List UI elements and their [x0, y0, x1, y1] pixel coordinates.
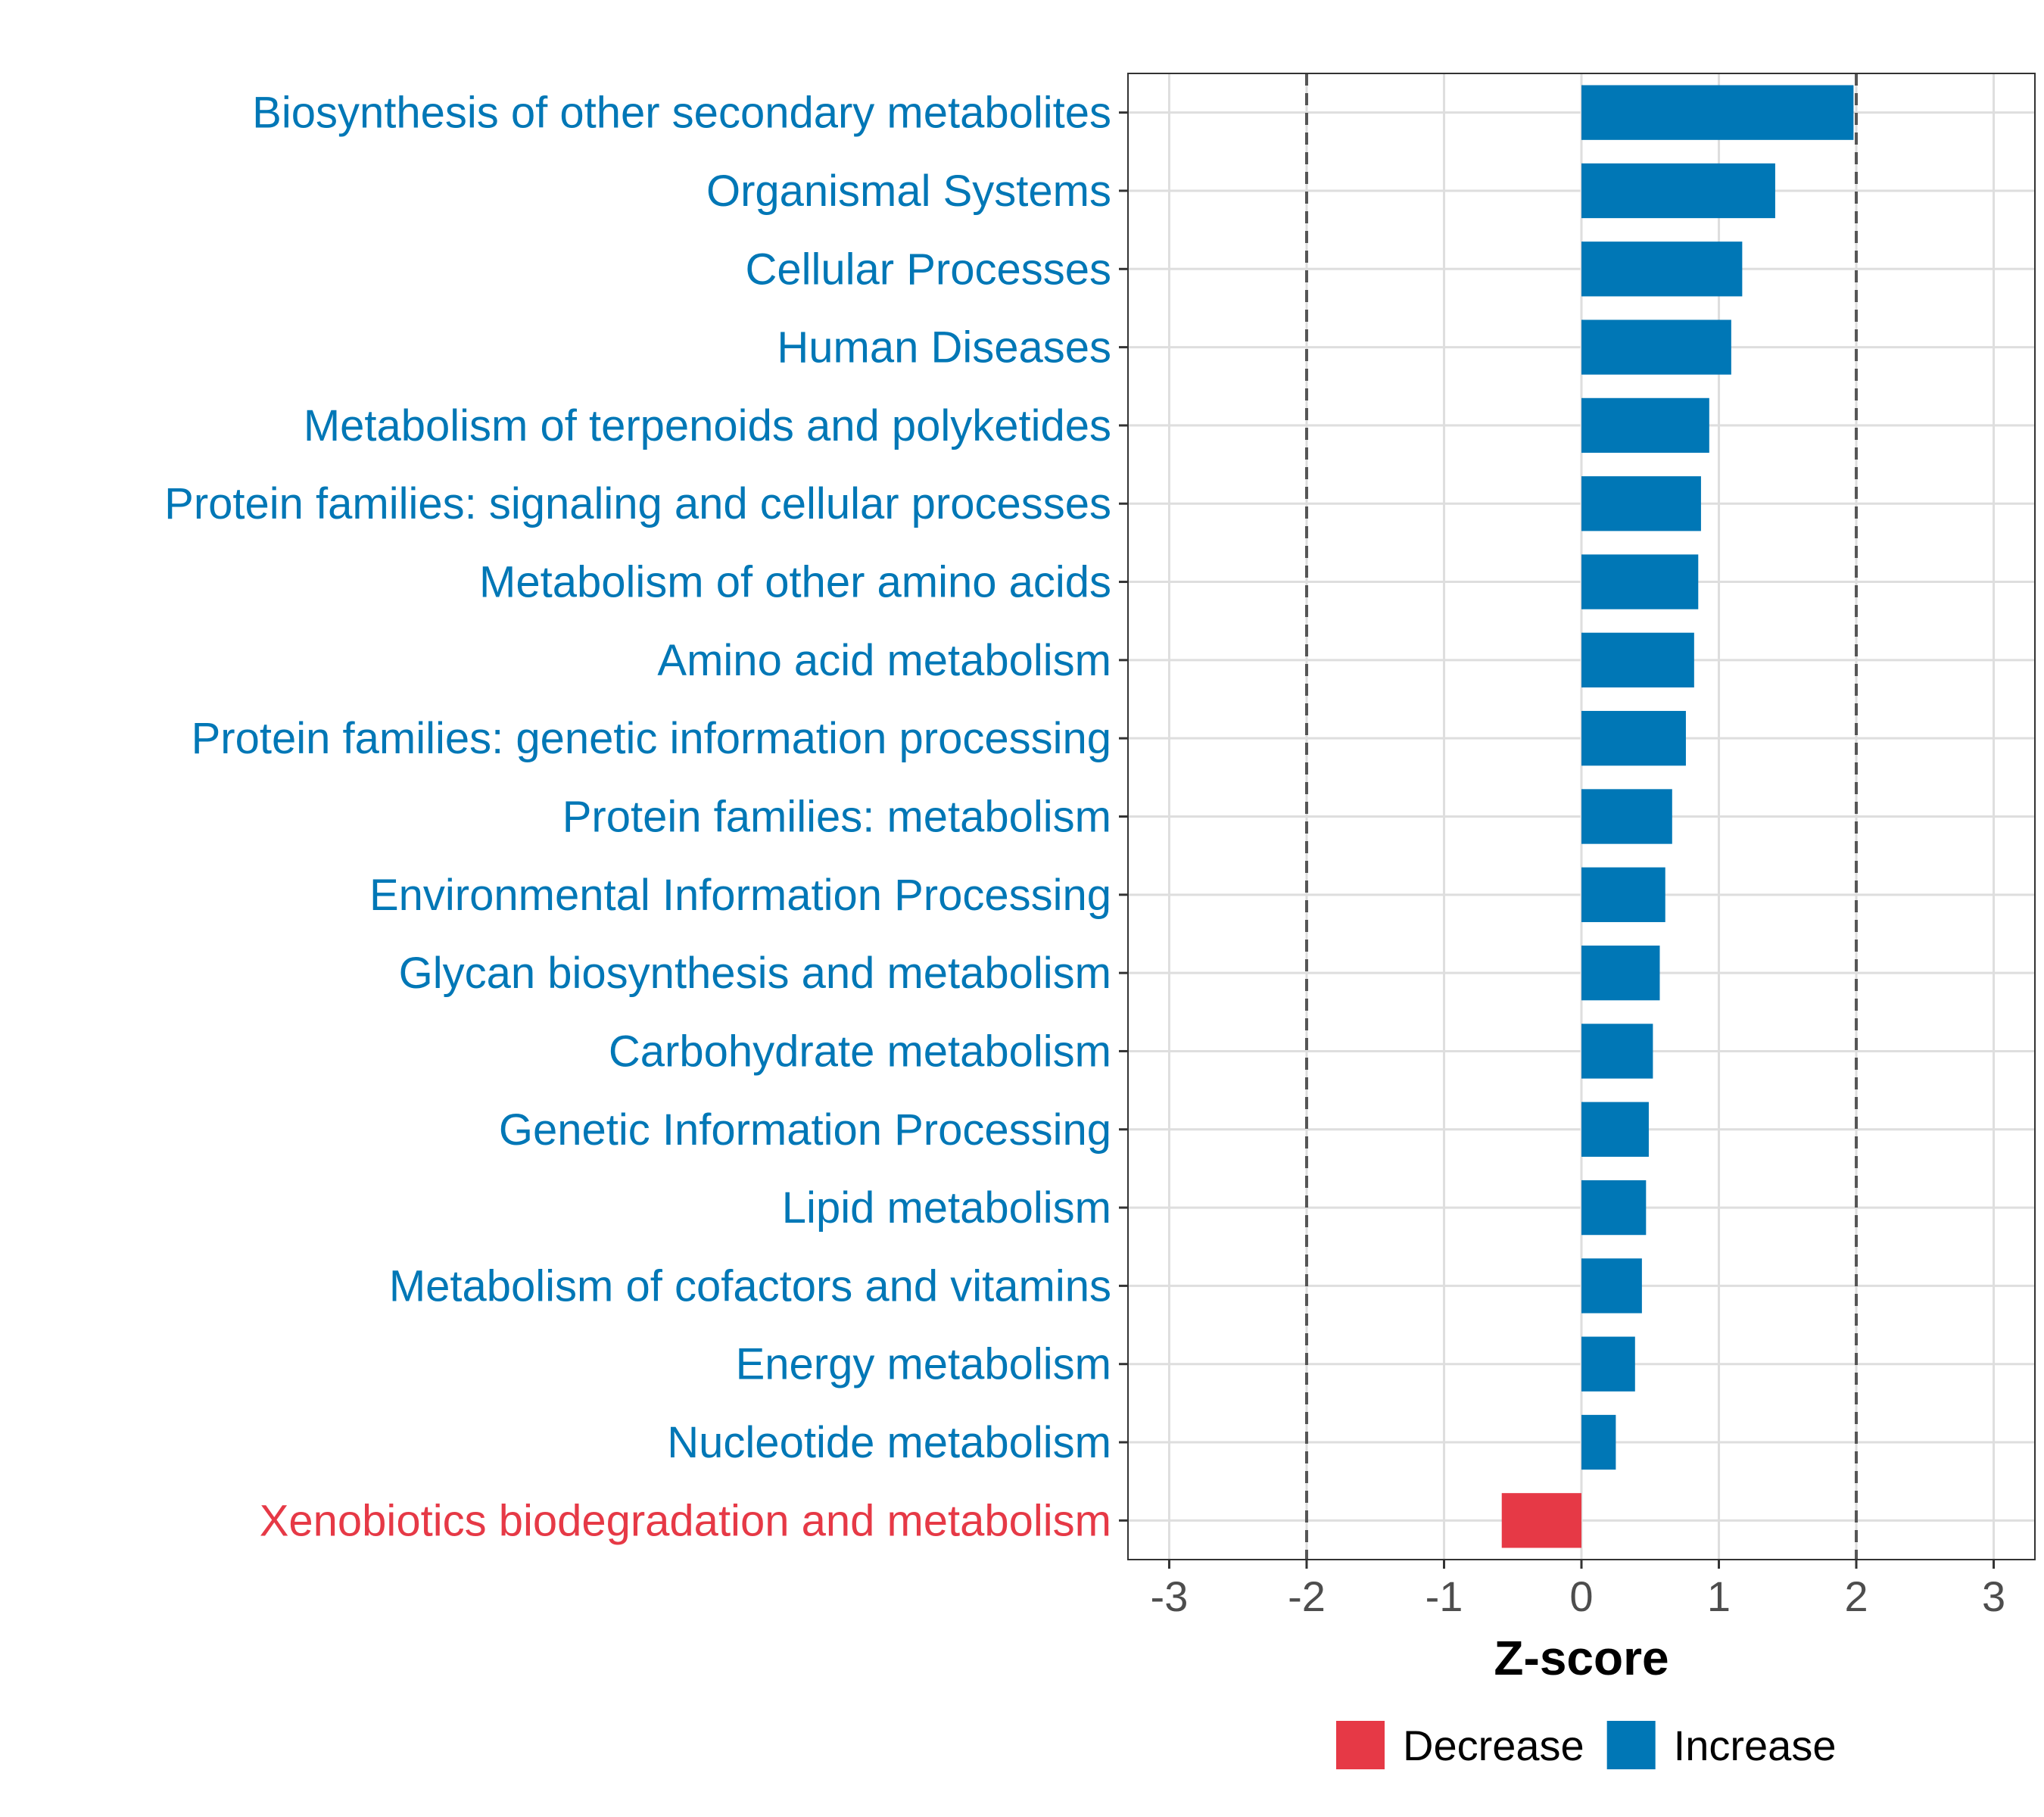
x-tick-label: -1 [1426, 1572, 1463, 1620]
bar [1581, 163, 1775, 219]
bar [1581, 945, 1660, 1001]
category-label: Metabolism of cofactors and vitamins [389, 1261, 1111, 1311]
category-label: Protein families: genetic information pr… [192, 714, 1111, 763]
bars [1501, 85, 1854, 1548]
category-label: Carbohydrate metabolism [609, 1027, 1111, 1076]
category-label: Metabolism of terpenoids and polyketides [304, 401, 1111, 450]
legend-swatch [1336, 1721, 1385, 1769]
reference-lines [1304, 73, 1859, 1560]
legend-label: Decrease [1403, 1722, 1584, 1769]
bar [1581, 242, 1743, 297]
bar [1581, 1024, 1653, 1079]
x-tick-label: 3 [1982, 1572, 2005, 1620]
x-tick-label: 1 [1707, 1572, 1731, 1620]
category-label: Amino acid metabolism [657, 636, 1111, 685]
category-label: Organismal Systems [706, 167, 1111, 216]
bar [1581, 319, 1731, 375]
category-label: Glycan biosynthesis and metabolism [399, 949, 1111, 998]
x-tick-label: -3 [1151, 1572, 1189, 1620]
category-label: Cellular Processes [745, 245, 1111, 294]
x-axis-ticks: -3 -2 -1 0 1 2 3 [1151, 1560, 2005, 1620]
category-label: Protein families: metabolism [562, 793, 1111, 842]
bar [1581, 476, 1701, 531]
bar [1581, 711, 1686, 766]
category-label: Protein families: signaling and cellular… [164, 479, 1111, 528]
category-label: Metabolism of other amino acids [479, 558, 1111, 607]
bar [1581, 632, 1694, 688]
bar [1581, 867, 1665, 922]
category-label: Energy metabolism [736, 1340, 1111, 1389]
category-label: Nucleotide metabolism [667, 1418, 1111, 1467]
bar [1581, 85, 1854, 140]
legend: Decrease Increase [1336, 1721, 1836, 1769]
bar [1581, 397, 1709, 453]
x-tick-label: 0 [1569, 1572, 1593, 1620]
category-label: Xenobiotics biodegradation and metabolis… [260, 1496, 1111, 1545]
category-label: Human Diseases [777, 323, 1111, 372]
category-label: Lipid metabolism [782, 1183, 1111, 1233]
category-label: Environmental Information Processing [369, 871, 1111, 920]
bar [1501, 1493, 1581, 1548]
y-axis-ticks: Biosynthesis of other secondary metaboli… [164, 89, 1128, 1545]
bar [1581, 1336, 1635, 1392]
bar [1581, 789, 1672, 844]
legend-swatch [1606, 1721, 1656, 1769]
bar [1581, 1180, 1647, 1236]
x-axis-title: Z-score [1494, 1631, 1669, 1685]
x-tick-label: -2 [1288, 1572, 1326, 1620]
category-label: Genetic Information Processing [499, 1105, 1111, 1155]
x-tick-label: 2 [1844, 1572, 1868, 1620]
bar [1581, 554, 1699, 609]
bar [1581, 1102, 1649, 1157]
bar [1581, 1258, 1642, 1314]
legend-label: Increase [1674, 1722, 1837, 1769]
bar [1581, 1414, 1616, 1470]
category-label: Biosynthesis of other secondary metaboli… [252, 89, 1111, 138]
